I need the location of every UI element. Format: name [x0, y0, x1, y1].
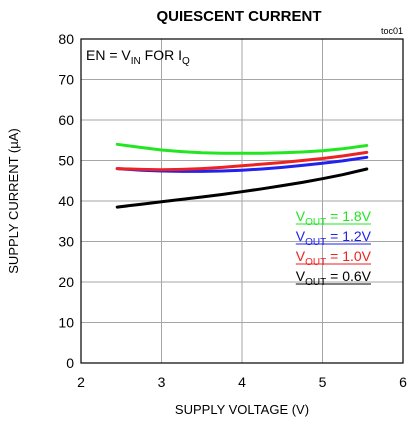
series-line	[115, 142, 369, 155]
y-tick-label: 20	[58, 274, 74, 290]
x-tick-label: 2	[77, 374, 85, 390]
legend-entry: VOUT = 1.0V	[296, 248, 372, 268]
annotation-text: EN = VIN FOR IQ	[86, 47, 190, 67]
series-line	[115, 150, 369, 172]
x-tick-label: 3	[158, 374, 166, 390]
x-tick-label: 5	[319, 374, 327, 390]
figure-id: toc01	[381, 26, 403, 36]
y-tick-label: 60	[58, 112, 74, 128]
x-tick-label: 6	[399, 374, 407, 390]
legend-entry: VOUT = 0.6V	[296, 268, 372, 288]
y-tick-label: 50	[58, 153, 74, 169]
y-tick-label: 30	[58, 234, 74, 250]
x-tick-label: 4	[238, 374, 246, 390]
grid	[81, 39, 403, 363]
y-tick-label: 0	[66, 355, 74, 371]
y-tick-label: 40	[58, 193, 74, 209]
x-axis-label: SUPPLY VOLTAGE (V)	[175, 402, 309, 417]
chart-title: QUIESCENT CURRENT	[156, 8, 321, 25]
series-line	[115, 167, 369, 209]
plot-series	[115, 142, 369, 209]
y-axis-label: SUPPLY CURRENT (µA)	[6, 128, 21, 273]
y-tick-label: 10	[58, 315, 74, 331]
y-tick-label: 80	[58, 31, 74, 47]
legend-entry: VOUT = 1.2V	[296, 228, 372, 248]
legend-entry: VOUT = 1.8V	[296, 208, 372, 228]
y-tick-label: 70	[58, 72, 74, 88]
plot-frame	[80, 38, 404, 364]
